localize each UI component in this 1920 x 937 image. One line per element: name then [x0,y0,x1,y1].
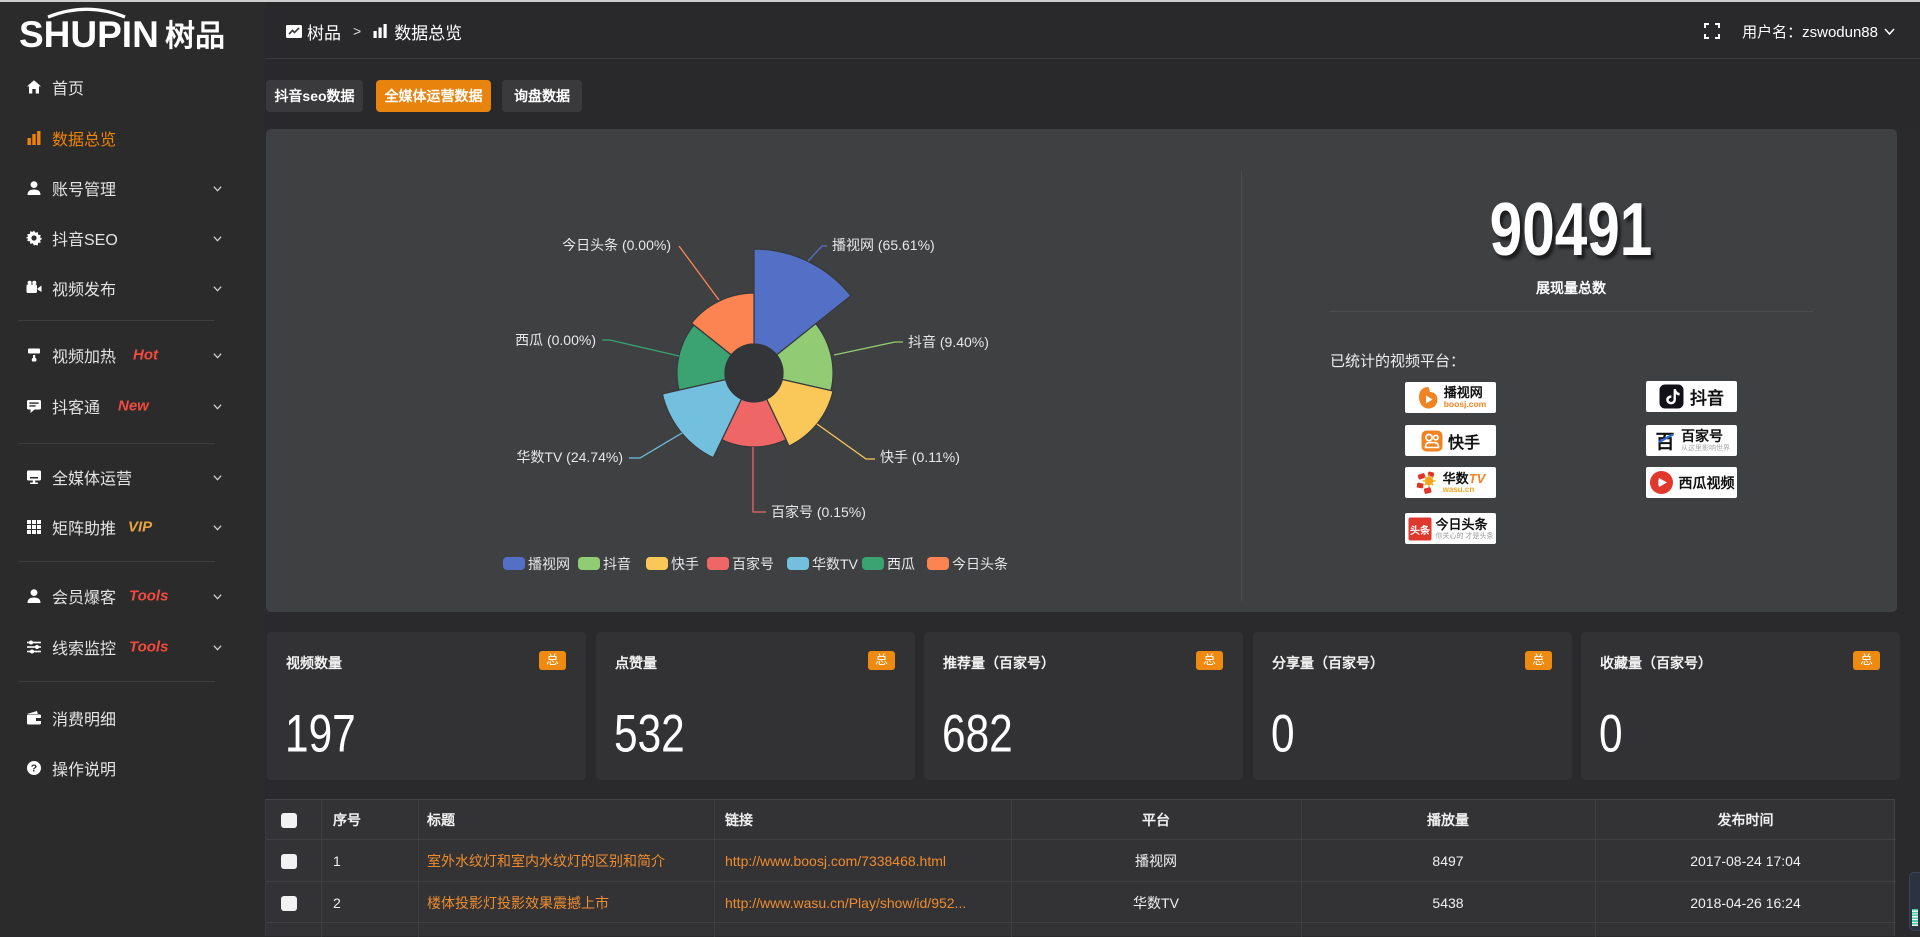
svg-text:SHUPIN: SHUPIN [19,14,159,54]
svg-text:西瓜 (0.00%): 西瓜 (0.00%) [515,332,596,348]
svg-text:华数TV: 华数TV [812,556,859,572]
svg-text:西瓜: 西瓜 [887,556,915,572]
svg-text:华数TV (24.74%): 华数TV (24.74%) [516,449,623,465]
svg-text:播视网: 播视网 [528,556,570,572]
svg-text:快手: 快手 [671,556,699,572]
svg-text:今日头条: 今日头条 [952,556,1008,572]
svg-text:百家号: 百家号 [732,556,774,572]
svg-text:百家号 (0.15%): 百家号 (0.15%) [771,504,866,520]
svg-text:抖音 (9.40%): 抖音 (9.40%) [908,334,989,350]
svg-text:头条: 头条 [1410,524,1431,537]
svg-text:抖音: 抖音 [603,556,631,572]
svg-text:今日头条 (0.00%): 今日头条 (0.00%) [562,237,671,253]
svg-text:?: ? [31,763,37,775]
svg-text:快手 (0.11%): 快手 (0.11%) [880,449,960,465]
svg-text:树品: 树品 [165,20,225,53]
svg-text:播视网 (65.61%): 播视网 (65.61%) [832,237,935,253]
